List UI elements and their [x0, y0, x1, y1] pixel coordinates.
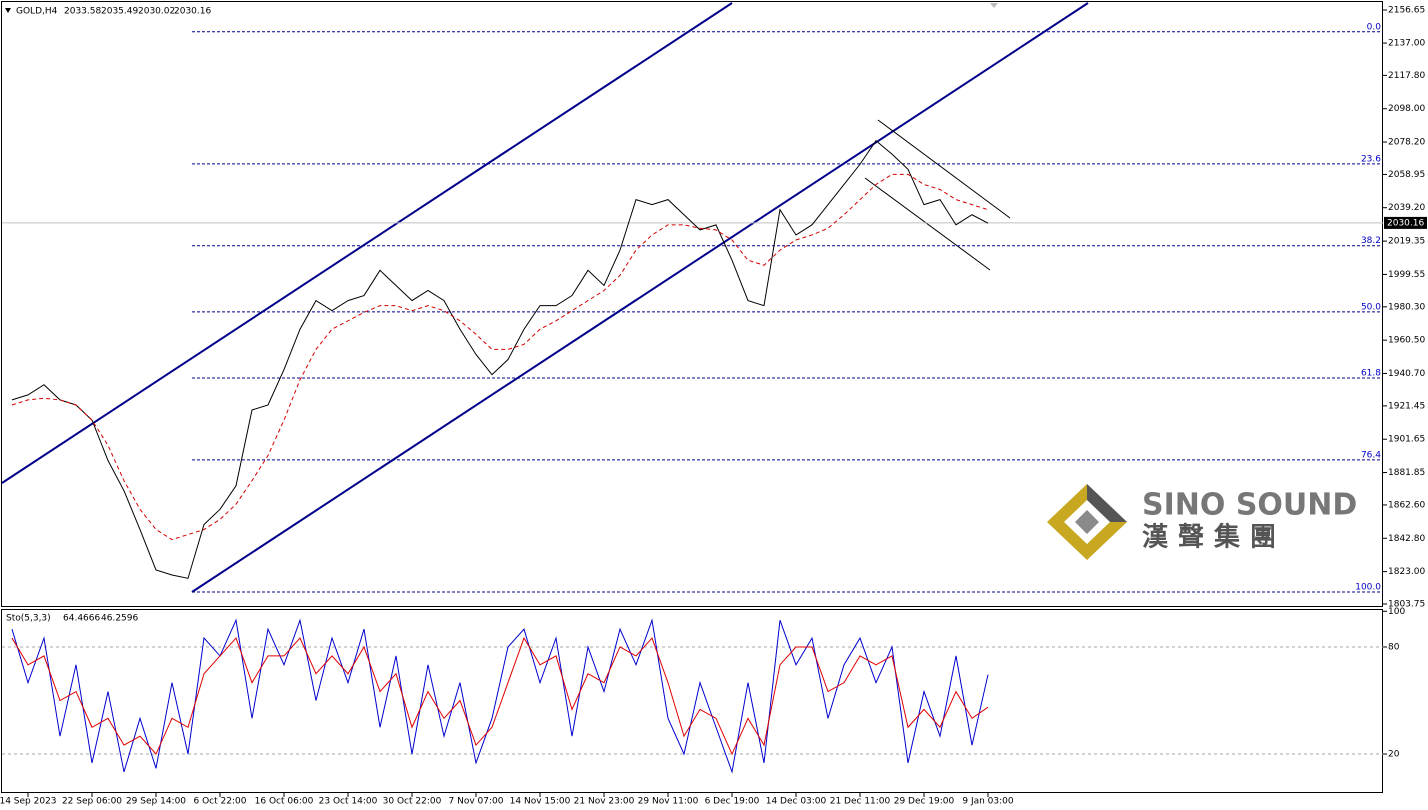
y-tick-label: 2019.35 [1388, 237, 1425, 247]
y-tick-label: 1999.55 [1388, 270, 1425, 280]
series-line [11, 636, 989, 756]
fib-label: 38.2 [1361, 236, 1381, 246]
fib-label: 100.0 [1355, 582, 1381, 592]
x-tick-label: 29 Nov 11:00 [638, 797, 699, 807]
y-tick-label: 2137.00 [1388, 39, 1425, 49]
y-tick-label: 1803.75 [1388, 600, 1425, 610]
fib-label: 0.0 [1367, 22, 1382, 32]
symbol-title: GOLD,H4 [16, 7, 58, 17]
quote-open: 2033.58 [64, 7, 101, 17]
plot: 2156.65 2137.00 2117.80 2098.00 2078.20 2058.… [0, 6, 1427, 807]
logo-name: SINO SOUND [1142, 488, 1357, 523]
fib-label: 50.0 [1361, 302, 1381, 312]
y-tick-label: 20 [1388, 750, 1400, 760]
x-tick-label: 29 Sep 14:00 [126, 797, 186, 807]
y-tick-label: 2058.95 [1388, 170, 1425, 180]
stoch-title: Sto(5,3,3) [6, 614, 51, 624]
quote-high: 2035.49 [101, 7, 138, 17]
x-tick-label: 9 Jan 03:00 [962, 797, 1014, 807]
x-tick-label: 7 Nov 07:00 [449, 797, 504, 807]
channel-line [864, 177, 991, 271]
series-line [11, 618, 989, 774]
stoch-main-value: 64.4666 [63, 614, 100, 624]
price-box [1384, 216, 1427, 229]
channel-line [1, 2, 733, 484]
stoch-panel [1, 609, 1383, 793]
y-tick-label: 2078.20 [1388, 138, 1425, 148]
x-tick-label: 16 Oct 06:00 [255, 797, 314, 807]
logo-chinese: 漢聲集團 [1142, 522, 1286, 553]
y-tick-label: 1960.50 [1388, 336, 1425, 346]
y-tick-label: 100 [1388, 607, 1405, 617]
series-line [11, 139, 989, 579]
shift-marker [990, 3, 998, 8]
channel-line [191, 2, 1089, 593]
main-panel [1, 1, 1383, 607]
x-tick-label: 22 Sep 06:00 [62, 797, 122, 807]
y-tick-label: 1940.70 [1388, 369, 1425, 379]
y-tick-label: 1921.45 [1388, 401, 1425, 411]
logo: SINO SOUND 漢聲集團 [1047, 484, 1357, 560]
price-label: 2030.16 [1387, 218, 1424, 228]
y-tick-label: 2117.80 [1388, 71, 1425, 81]
y-tick-label: 2039.20 [1388, 203, 1425, 213]
x-tick-label: 14 Nov 15:00 [510, 797, 571, 807]
menu-arrow [5, 8, 11, 13]
x-tick-label: 21 Nov 23:00 [574, 797, 635, 807]
y-tick-label: 1980.30 [1388, 302, 1425, 312]
x-tick-label: 23 Oct 14:00 [319, 797, 378, 807]
y-tick-label: 1881.85 [1388, 468, 1425, 478]
x-tick-label: 6 Oct 22:00 [194, 797, 247, 807]
fib-label: 61.8 [1361, 369, 1381, 379]
y-tick-label: 1862.60 [1388, 500, 1425, 510]
x-tick-label: 6 Dec 19:00 [705, 797, 760, 807]
x-tick-label: 14 Sep 2023 [0, 797, 57, 807]
y-tick-label: 1823.00 [1388, 567, 1425, 577]
y-tick-label: 2156.65 [1388, 6, 1425, 16]
quote-low: 2030.02 [138, 7, 175, 17]
series-line [11, 173, 989, 541]
x-tick-label: 30 Oct 22:00 [383, 797, 442, 807]
quote-close: 2030.16 [174, 7, 211, 17]
y-tick-label: 1842.80 [1388, 534, 1425, 544]
stoch-signal-value: 46.2596 [101, 614, 138, 624]
x-tick-label: 21 Dec 11:00 [830, 797, 891, 807]
fib-label: 76.4 [1361, 450, 1381, 460]
y-tick-label: 2098.00 [1388, 104, 1425, 114]
x-tick-label: 29 Dec 19:00 [894, 797, 955, 807]
fib-label: 23.6 [1361, 154, 1381, 164]
channel-line [877, 119, 1011, 219]
y-tick-label: 80 [1388, 642, 1400, 652]
y-tick-label: 1901.65 [1388, 435, 1425, 445]
x-tick-label: 14 Dec 03:00 [766, 797, 827, 807]
